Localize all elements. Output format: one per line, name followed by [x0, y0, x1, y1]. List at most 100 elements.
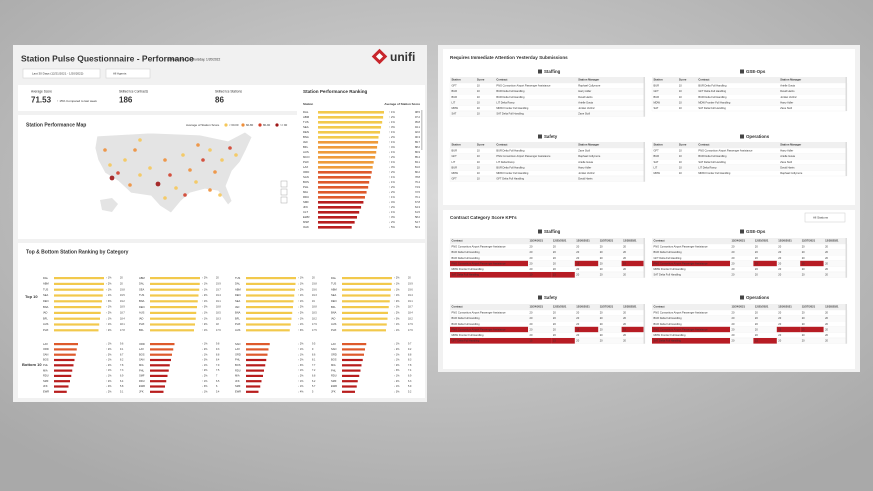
category-bar — [342, 385, 357, 388]
category-value: 7.2 — [312, 369, 316, 372]
table-header-row — [450, 304, 645, 310]
table-cell: MDW — [654, 100, 661, 104]
table-header-row — [652, 142, 847, 148]
table-cell: 20 — [802, 250, 805, 254]
table-header: 12/28/2021 — [825, 305, 839, 309]
ranking-value: 64.3 — [415, 205, 421, 209]
ranking-bar — [318, 126, 382, 129]
category-change: ↑ 1% — [298, 277, 304, 280]
map-control[interactable] — [280, 196, 288, 204]
table-cell: MDW Frontier Full Handling — [452, 333, 485, 337]
category-bar — [342, 358, 363, 362]
category-bar — [150, 277, 200, 280]
table-cell: 20 — [825, 267, 828, 271]
category-station: AUS — [331, 322, 337, 326]
table-cell: BUR — [452, 165, 458, 169]
table-header: Contract — [654, 305, 665, 309]
category-station: PHX — [139, 322, 145, 326]
table-cell: 20 — [825, 311, 828, 315]
table-cell: Harry Adler — [578, 165, 591, 169]
table-cell: 10 — [477, 112, 480, 116]
category-station: SAN — [331, 347, 336, 351]
table-cell: SAT Delta Full Handling — [654, 339, 682, 343]
table-cell: Zane Stoll — [578, 112, 590, 116]
category-bar — [246, 353, 268, 356]
table-cell: 20 — [553, 267, 556, 271]
table-cell: 20 — [530, 245, 533, 249]
top-bottom-card — [18, 243, 425, 398]
table-cell: 10 — [530, 273, 533, 277]
table-cell: MDW Frontier Full Handling — [654, 333, 687, 337]
ranking-station: RDU — [303, 195, 309, 199]
category-bar — [54, 385, 69, 388]
ranking-bar — [318, 131, 381, 134]
ranking-bar — [318, 206, 362, 209]
table-cell: 20 — [623, 322, 626, 326]
station-dot — [194, 180, 198, 184]
category-change: ↓ 2% — [202, 348, 208, 351]
table-cell: 20 — [778, 245, 781, 249]
ranking-station: AUS — [303, 150, 309, 154]
table-cell: 20 — [802, 245, 805, 249]
table-cell: Zane Stoll — [578, 149, 590, 153]
legend-swatch — [258, 123, 262, 127]
category-bar — [246, 369, 264, 372]
table-cell: 20 — [623, 339, 626, 343]
map-control[interactable] — [280, 188, 288, 196]
category-change: ↑ 1% — [298, 294, 304, 297]
ranking-change: ↑ 2% — [389, 155, 395, 159]
table-cell: 15 — [755, 339, 758, 343]
table-cell: 20 — [530, 256, 533, 260]
table-cell: 20 — [600, 245, 603, 249]
table-header-row — [652, 77, 847, 83]
category-value: 18.4 — [408, 312, 413, 315]
date-filter[interactable] — [22, 68, 101, 79]
alert-cell — [800, 260, 824, 267]
table-header: Score — [679, 143, 687, 147]
table-cell: BUR Delta Full Handling — [654, 250, 683, 254]
table-cell: 20 — [576, 256, 579, 260]
category-value: 6.2 — [312, 380, 316, 383]
station-dot — [213, 170, 217, 174]
us-map — [94, 131, 253, 214]
category-value: 8.2 — [120, 359, 124, 362]
table-cell: 10 — [679, 171, 682, 175]
table-cell: 20 — [825, 261, 828, 265]
category-change: ↑ 1% — [202, 283, 208, 286]
table-cell: BUR Delta Full Handling — [654, 316, 683, 320]
agent-filter[interactable] — [105, 68, 151, 79]
category-value: 5.8 — [120, 385, 124, 388]
legend-label: >= 90 — [280, 123, 288, 127]
station-dot — [220, 158, 224, 162]
category-bar — [150, 282, 200, 285]
category-station: SEA — [139, 287, 144, 291]
alert-cell — [574, 260, 599, 267]
alert-cell — [621, 326, 645, 333]
category-value: 17.6 — [408, 329, 413, 332]
map-control[interactable] — [280, 180, 288, 188]
category-change: ↑ 2% — [394, 364, 400, 367]
table-cell: Harry Adler — [780, 100, 793, 104]
section-title: GSE-Ops — [746, 69, 766, 74]
table-cell: Raphael Collymore — [780, 171, 803, 175]
ranking-change: ↑ 4% — [389, 145, 395, 149]
table-cell: 10 — [477, 165, 480, 169]
category-station: RDU — [139, 379, 145, 383]
category-value: 18.5 — [312, 312, 317, 315]
category-station: SEA — [331, 293, 336, 297]
category-bar — [342, 282, 392, 285]
station-dot — [181, 153, 185, 157]
category-change: ↑ 1% — [298, 300, 304, 303]
table-cell: 15 — [802, 327, 805, 331]
table-cell: PNG Consortium Airport Passenger Assista… — [452, 311, 507, 315]
ranking-change: ↑ 1% — [389, 140, 395, 144]
table-cell: 20 — [825, 245, 828, 249]
alert-cell — [528, 338, 552, 344]
category-change: ↑ 1% — [298, 380, 304, 383]
ranking-bar — [318, 221, 355, 224]
section-icon — [740, 229, 744, 234]
kpi-note: ↑ 15% Compared to last week — [57, 99, 97, 103]
table-cell: 20 — [732, 267, 735, 271]
category-station: ORD — [139, 342, 145, 346]
station-filter[interactable] — [804, 212, 846, 223]
